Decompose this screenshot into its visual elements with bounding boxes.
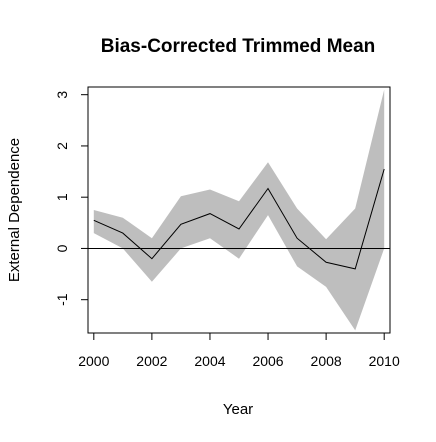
x-tick-label: 2002 bbox=[136, 353, 167, 369]
confidence-band bbox=[93, 89, 385, 331]
x-tick-label: 2008 bbox=[311, 353, 342, 369]
y-tick-label: 1 bbox=[54, 193, 70, 201]
x-axis-label: Year bbox=[223, 401, 253, 418]
x-tick-label: 2000 bbox=[78, 353, 109, 369]
y-tick-label: 3 bbox=[54, 91, 70, 99]
y-tick-label: 0 bbox=[54, 244, 70, 252]
x-tick-label: 2004 bbox=[194, 353, 225, 369]
x-tick-label: 2006 bbox=[252, 353, 283, 369]
series-line bbox=[93, 168, 385, 270]
y-tick-label: 2 bbox=[54, 142, 70, 150]
x-tick-label: 2010 bbox=[369, 353, 400, 369]
y-axis-label: External Dependence bbox=[6, 138, 23, 282]
chart-title: Bias-Corrected Trimmed Mean bbox=[101, 36, 376, 57]
y-tick-label: -1 bbox=[54, 293, 70, 306]
plot-area: 2000 2002 2004 2006 2008 2010 -1 0 1 2 3 bbox=[54, 86, 400, 369]
